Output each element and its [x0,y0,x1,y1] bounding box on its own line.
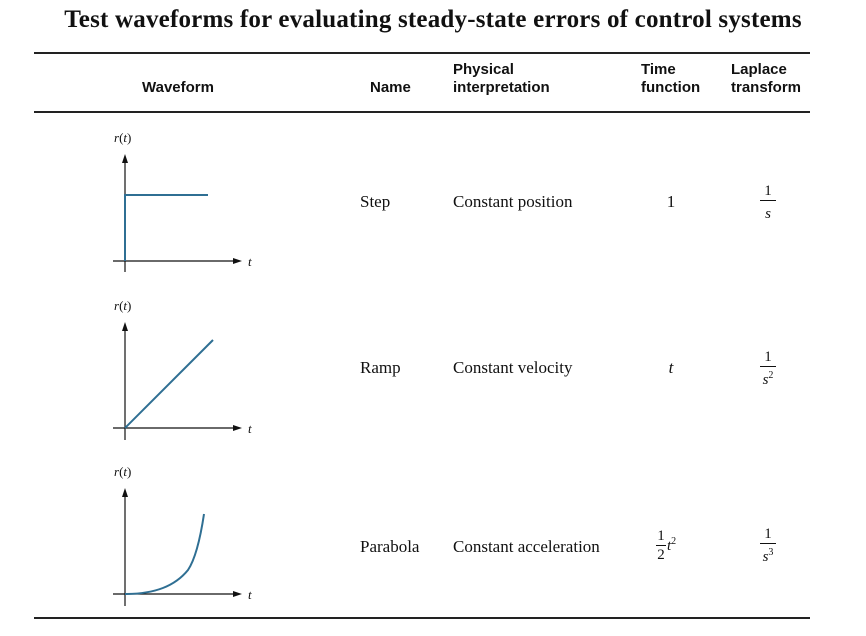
row-ramp-laplace: 1 s2 [748,349,788,388]
row-parabola-name: Parabola [360,537,420,556]
fraction-bar [760,200,776,201]
time-fraction: 1 2 [656,528,666,563]
y-axis-arrow-icon [122,322,128,331]
step-curve [124,194,208,261]
header-physical-interpretation: Physical interpretation [453,61,550,96]
page-title: Test waveforms for evaluating steady-sta… [64,6,802,33]
ramp-curve [124,339,214,429]
laplace-numerator: 1 [764,526,772,542]
row-step-laplace: 1 s [748,183,788,222]
row-parabola-physical: Constant acceleration [453,537,600,556]
row-step-time-function: 1 [666,192,676,211]
time-numerator: 1 [657,528,665,544]
laplace-denominator: s2 [762,370,774,388]
y-axis-label: r(t) [114,464,131,479]
parabola-curve [124,513,205,595]
row-step-physical: Constant position [453,192,573,211]
row-parabola-laplace: 1 s3 [748,526,788,565]
laplace-numerator: 1 [764,183,772,199]
step-waveform-plot: r(t) t [113,130,252,272]
header-waveform: Waveform [142,79,214,96]
laplace-denominator: s [765,206,771,222]
time-variable: t2 [667,536,677,554]
row-ramp-time-function: t [668,358,674,377]
row-parabola-time-function: 1 2 t2 [656,528,676,563]
ramp-waveform-plot: r(t) t [113,298,252,440]
time-denominator: 2 [657,547,665,563]
header-name: Name [370,79,411,96]
y-axis-label: r(t) [114,130,131,145]
laplace-denominator: s3 [762,547,774,565]
header-laplace-transform: Laplace transform [731,61,802,96]
fraction-bar [760,366,776,367]
y-axis-label: r(t) [114,298,131,313]
x-axis-label: t [248,587,252,602]
x-axis-arrow-icon [233,425,242,431]
fraction-bar [760,543,776,544]
row-ramp-name: Ramp [360,358,401,377]
laplace-numerator: 1 [764,349,772,365]
header-rule [34,111,810,113]
x-axis-label: t [248,421,252,436]
fraction-bar [656,545,666,546]
x-axis-arrow-icon [233,258,242,264]
y-axis-arrow-icon [122,154,128,163]
row-step-name: Step [360,192,391,211]
x-axis-label: t [248,254,252,269]
x-axis-arrow-icon [233,591,242,597]
row-ramp-physical: Constant velocity [453,358,573,377]
table-bottom-rule [34,617,810,619]
header-time-function: Time function [641,61,701,96]
parabola-waveform-plot: r(t) t [113,464,252,606]
table-top-rule [34,52,810,54]
y-axis-arrow-icon [122,488,128,497]
